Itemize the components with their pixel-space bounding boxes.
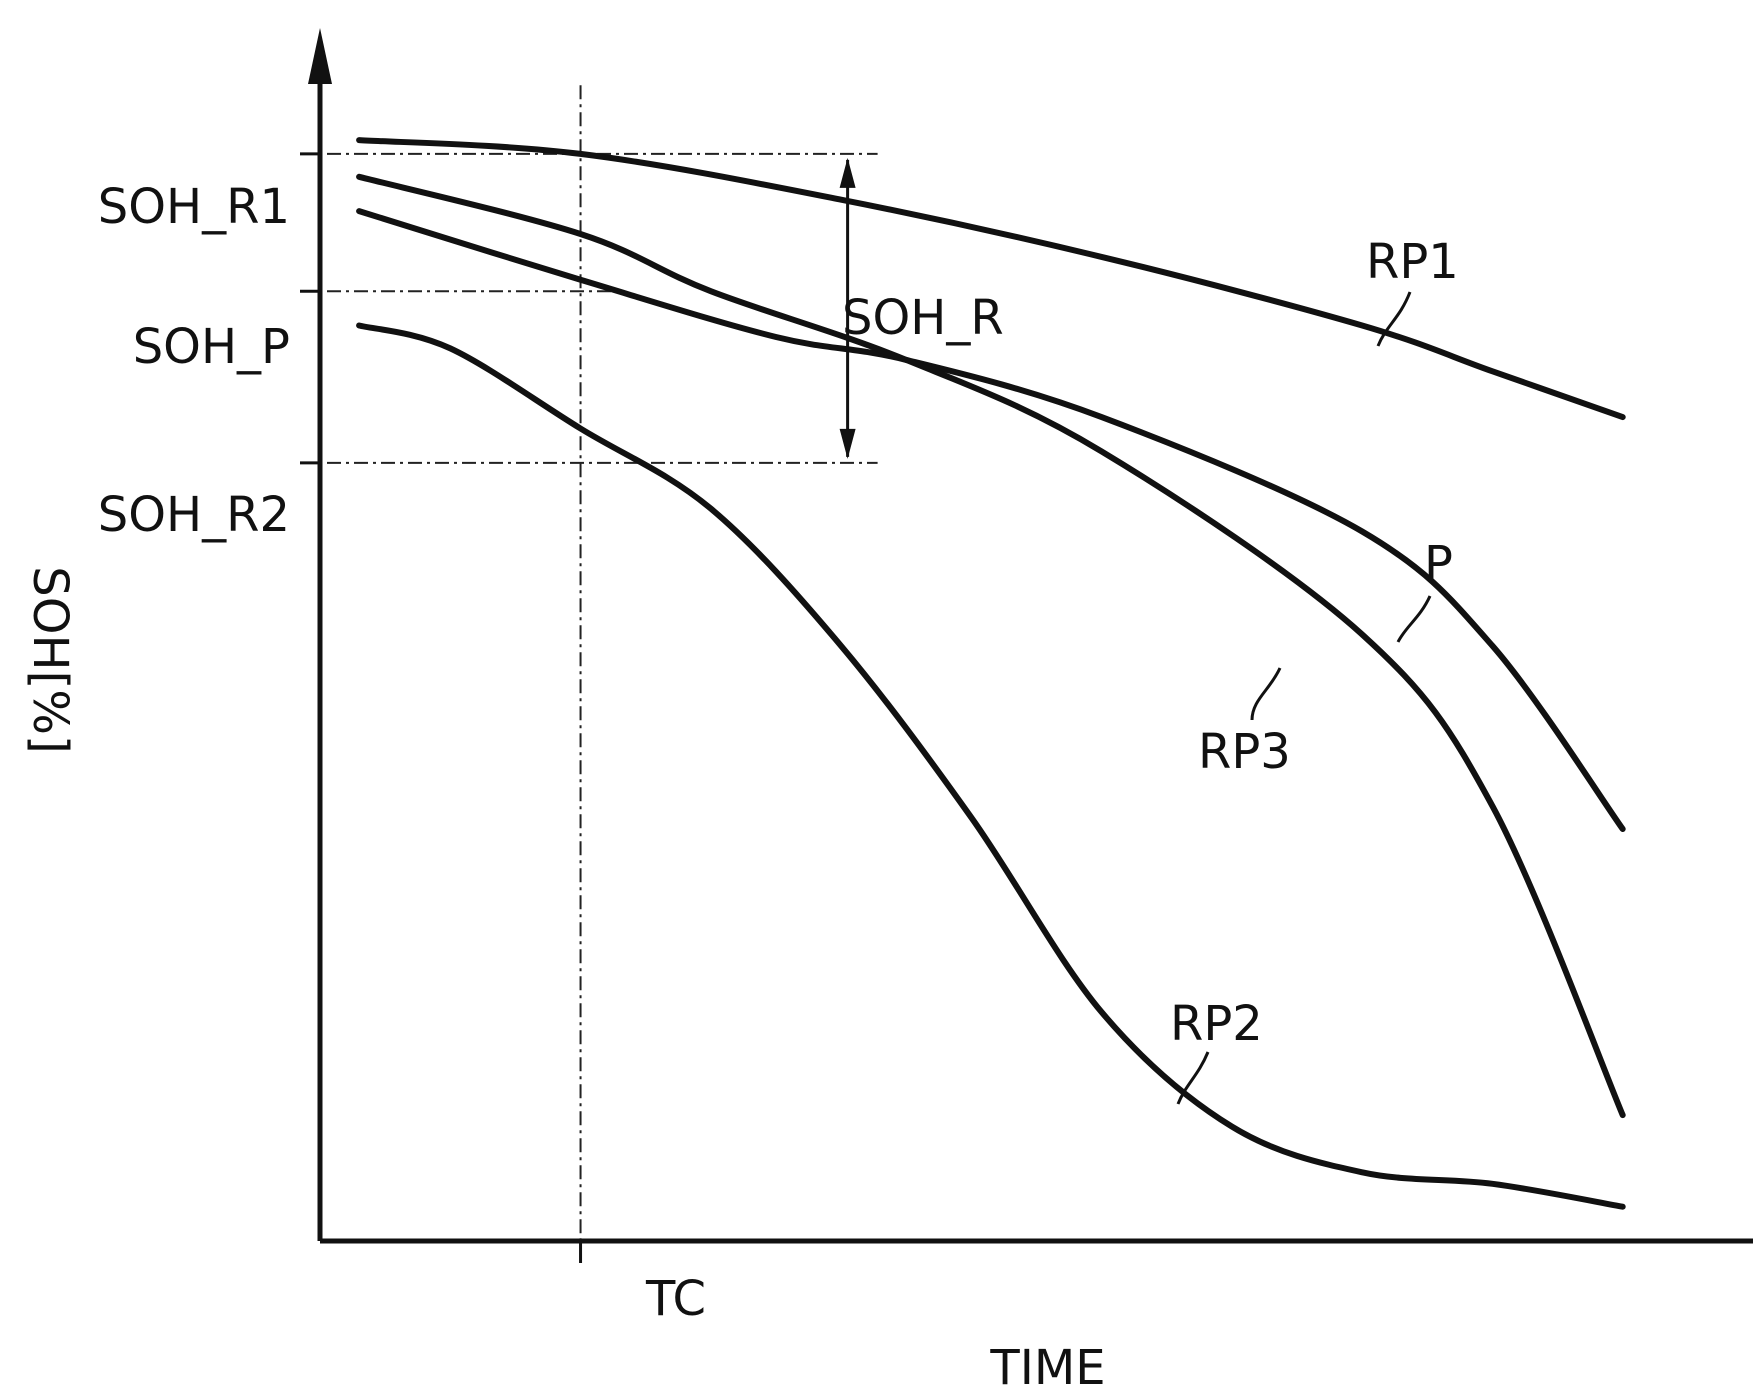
leader-p [1398, 596, 1430, 642]
series-label-rp1: RP1 [1366, 234, 1459, 290]
label-leaders [1178, 292, 1430, 1104]
soh-r-annotation: SOH_R [842, 290, 1004, 346]
axes [308, 28, 1753, 1241]
x-tick-label-tc: TC [645, 1271, 706, 1327]
labels: SOH_R1 SOH_P SOH_R2 TC TIME SOH[%] SOH_R… [22, 179, 1459, 1389]
series-label-rp2: RP2 [1170, 996, 1263, 1052]
y-axis-arrowhead [308, 28, 332, 84]
series-line-rp2 [359, 326, 1623, 1207]
leader-rp3 [1252, 668, 1280, 720]
soh-r-arrow-down [840, 429, 856, 459]
soh-r-arrow-up [840, 158, 856, 188]
series-label-p: P [1424, 536, 1453, 592]
x-axis-label: TIME [989, 1340, 1105, 1389]
y-tick-label-soh-r2: SOH_R2 [98, 487, 290, 543]
series-label-rp3: RP3 [1198, 724, 1291, 780]
y-axis-label: SOH[%] [22, 566, 78, 753]
y-tick-label-soh-r1: SOH_R1 [98, 179, 290, 235]
reference-guides [300, 85, 878, 1263]
y-tick-label-soh-p: SOH_P [133, 319, 290, 375]
